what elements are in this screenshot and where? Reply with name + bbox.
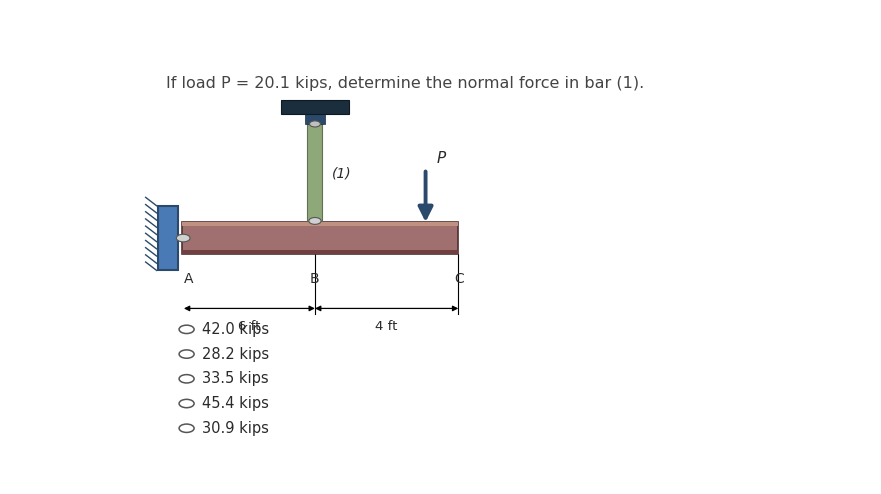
Circle shape [179, 424, 194, 432]
Circle shape [179, 325, 194, 333]
Circle shape [176, 234, 190, 242]
Circle shape [309, 217, 321, 224]
Text: 30.9 kips: 30.9 kips [203, 421, 270, 436]
Text: D: D [292, 103, 303, 117]
Bar [281, 100, 349, 115]
Text: 28.2 kips: 28.2 kips [203, 347, 270, 362]
Circle shape [179, 399, 194, 408]
Text: $P$: $P$ [436, 150, 448, 166]
Text: A: A [184, 272, 193, 287]
Text: If load P = 20.1 kips, determine the normal force in bar (1).: If load P = 20.1 kips, determine the nor… [167, 77, 644, 91]
Bar [181, 222, 458, 254]
Text: 33.5 kips: 33.5 kips [203, 371, 269, 386]
Text: 4 ft: 4 ft [375, 320, 398, 333]
Text: 42.0 kips: 42.0 kips [203, 322, 270, 337]
Text: 45.4 kips: 45.4 kips [203, 396, 270, 411]
Text: B: B [309, 272, 319, 287]
Circle shape [179, 350, 194, 358]
Circle shape [309, 121, 321, 127]
Bar [305, 113, 325, 124]
Bar [181, 222, 458, 226]
Bar [158, 206, 178, 270]
Circle shape [179, 374, 194, 383]
Bar [181, 250, 458, 254]
Bar [307, 124, 322, 221]
Text: C: C [455, 272, 464, 287]
Text: (1): (1) [332, 166, 352, 180]
Text: 6 ft: 6 ft [238, 320, 261, 333]
